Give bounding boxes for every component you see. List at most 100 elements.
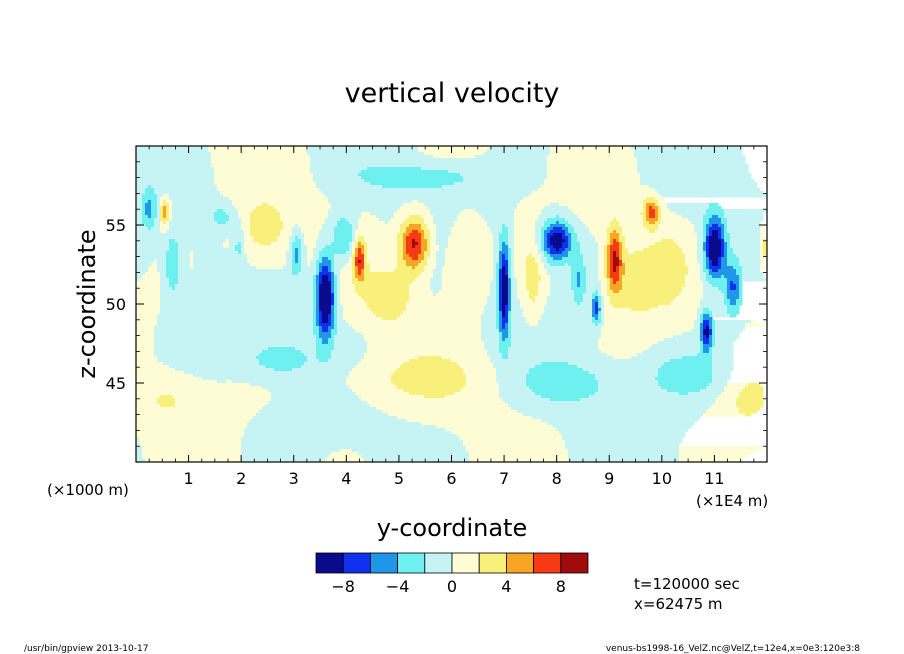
contour-cell xyxy=(346,320,482,324)
x-tick-label: 1 xyxy=(183,469,193,488)
contour-cell xyxy=(145,209,152,213)
contour-cell xyxy=(499,242,503,246)
contour-cell xyxy=(316,278,320,282)
contour-cell xyxy=(724,389,743,393)
contour-cell xyxy=(574,299,584,303)
contour-cell xyxy=(331,269,335,273)
contour-cell xyxy=(646,209,650,213)
contour-cell xyxy=(283,227,293,231)
contour-cell xyxy=(355,260,359,264)
contour-cell xyxy=(658,203,668,207)
contour-cell xyxy=(334,278,338,282)
contour-cell xyxy=(421,224,428,228)
contour-cell xyxy=(703,293,725,297)
contour-cell xyxy=(595,323,599,327)
contour-cell xyxy=(481,329,500,333)
contour-cell xyxy=(136,266,149,270)
contour-cell xyxy=(358,362,404,366)
contour-cell xyxy=(298,260,302,264)
contour-cell xyxy=(343,305,368,309)
contour-cell xyxy=(505,224,515,228)
contour-cell xyxy=(517,278,527,282)
contour-cell xyxy=(178,263,191,267)
contour-cell xyxy=(382,317,398,321)
contour-cell xyxy=(241,245,245,249)
contour-cell xyxy=(172,203,233,207)
contour-cell xyxy=(508,251,512,255)
contour-cell xyxy=(352,263,356,267)
contour-cell xyxy=(322,248,350,252)
contour-cell xyxy=(493,263,497,267)
contour-cell xyxy=(697,236,704,240)
contour-cell xyxy=(331,260,335,264)
contour-cell xyxy=(703,284,713,288)
contour-cell xyxy=(565,230,569,234)
contour-cell xyxy=(136,215,143,219)
contour-cell xyxy=(136,158,212,162)
contour-cell xyxy=(430,230,437,234)
contour-cell xyxy=(433,155,476,159)
contour-cell xyxy=(331,203,404,207)
contour-cell xyxy=(544,308,593,312)
contour-cell xyxy=(607,284,611,288)
contour-cell xyxy=(355,287,410,291)
contour-cell xyxy=(241,224,251,228)
contour-cell xyxy=(499,395,542,399)
contour-cell xyxy=(136,281,161,285)
contour-cell xyxy=(481,314,497,318)
contour-cell xyxy=(274,206,332,210)
contour-cell xyxy=(154,347,269,351)
contour-cell xyxy=(160,287,173,291)
contour-cell xyxy=(430,212,461,216)
contour-cell xyxy=(526,374,596,378)
contour-cell xyxy=(508,239,515,243)
contour-cell xyxy=(136,431,245,435)
contour-cell xyxy=(469,452,569,456)
contour-cell xyxy=(547,161,638,165)
contour-cell xyxy=(709,266,722,270)
contour-cell xyxy=(706,230,710,234)
contour-cell xyxy=(313,254,320,258)
contour-cell xyxy=(481,332,500,336)
contour-cell xyxy=(655,377,713,381)
contour-cell xyxy=(313,176,362,180)
contour-cell xyxy=(397,266,413,270)
contour-cell xyxy=(421,239,428,243)
contour-cell xyxy=(172,209,218,213)
contour-cell xyxy=(505,266,509,270)
contour-cell xyxy=(712,284,728,288)
contour-cell xyxy=(619,266,626,270)
contour-cell xyxy=(142,449,242,453)
contour-cell xyxy=(289,245,293,249)
contour-cell xyxy=(142,200,149,204)
contour-cell xyxy=(475,209,515,213)
contour-cell xyxy=(709,269,713,273)
contour-cell xyxy=(319,308,332,312)
contour-cell xyxy=(706,248,710,252)
contour-cell xyxy=(151,215,158,219)
contour-cell xyxy=(178,245,224,249)
contour-cell xyxy=(448,239,494,243)
x-tick-label: 8 xyxy=(552,469,562,488)
contour-cell xyxy=(136,398,158,402)
contour-cell xyxy=(358,266,365,270)
contour-cell xyxy=(397,254,404,258)
contour-cell xyxy=(598,386,662,390)
contour-cell xyxy=(346,218,359,222)
contour-cell xyxy=(721,266,734,270)
y-tick-label: 55 xyxy=(106,216,126,235)
contour-cell xyxy=(376,215,395,219)
contour-cell xyxy=(136,179,215,183)
colorbar-label: 8 xyxy=(556,577,566,596)
contour-cell xyxy=(331,452,359,456)
contour-cell xyxy=(313,296,317,300)
contour-cell xyxy=(604,248,608,252)
contour-cell xyxy=(499,272,503,276)
contour-cell xyxy=(589,230,608,234)
contour-cell xyxy=(493,242,500,246)
contour-cell xyxy=(712,353,734,357)
contour-cell xyxy=(352,269,356,273)
contour-cell xyxy=(508,248,512,252)
contour-cell xyxy=(403,233,410,237)
contour-cell xyxy=(760,251,764,255)
